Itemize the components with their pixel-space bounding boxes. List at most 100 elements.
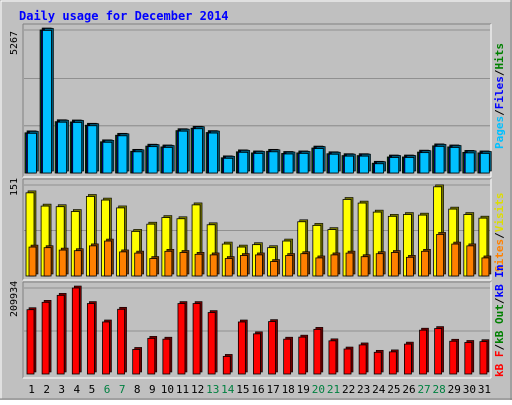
x-tick-label-day-6: 6: [104, 383, 111, 396]
x-axis-day-labels: 1 2 3 4 5 6 7 8 9 10 11 12 13 14 15 16 17 18 19 20 21 22 23 24 2…: [28, 383, 491, 396]
bar-kbytes-day-14-face: [222, 355, 231, 375]
bar-pages-day-24-face: [374, 163, 385, 174]
legend-visits-panel: Sites/Visits: [493, 193, 506, 273]
legend-separator: /: [493, 232, 506, 239]
bar-sites-day-11: [179, 250, 190, 277]
bar-sites-day-13-face: [209, 254, 218, 277]
bar-sites-day-21-face: [330, 254, 339, 277]
legend-hits-label: Hits: [493, 43, 506, 70]
bar-kbytes-day-28: [434, 326, 444, 375]
bar-sites-day-23-face: [360, 256, 369, 277]
bar-kbytes-day-14: [222, 354, 233, 375]
bar-kbytes-day-26: [404, 341, 414, 375]
bar-kbytes-day-10: [162, 336, 173, 375]
bar-kbytes-day-30-face: [464, 342, 473, 375]
bar-pages-day-10: [162, 145, 175, 174]
x-tick-label-day-31: 31: [478, 383, 491, 396]
bar-sites-day-27: [421, 248, 431, 277]
bar-kbytes-day-30: [464, 340, 475, 375]
bar-sites-day-20: [315, 255, 326, 277]
legend-separator: /: [493, 69, 506, 76]
bar-sites-day-26: [406, 255, 416, 277]
bar-kbytes-day-29-face: [449, 340, 458, 375]
bar-sites-day-15-face: [239, 255, 248, 277]
bar-kbytes-day-25-face: [388, 351, 397, 375]
bar-kbytes-day-11-face: [177, 303, 186, 375]
bar-kbytes-day-3-face: [56, 294, 65, 375]
bar-kbytes-day-22: [343, 346, 354, 375]
bar-pages-day-23-face: [359, 155, 369, 174]
bar-pages-day-16: [253, 151, 266, 174]
bar-pages-day-30-face: [464, 152, 475, 174]
bar-pages-day-4-face: [72, 122, 83, 174]
bar-kbytes-day-12: [192, 301, 203, 375]
bar-pages-day-17-face: [268, 151, 279, 174]
x-tick-label-day-25: 25: [387, 383, 400, 396]
bar-sites-day-28: [436, 232, 446, 277]
bar-kbytes-day-17-face: [268, 321, 276, 375]
bar-sites-day-16: [255, 252, 265, 277]
bar-kbytes-day-8: [132, 347, 142, 375]
bar-sites-day-4: [73, 248, 84, 277]
bar-pages-day-27: [419, 150, 432, 174]
bar-kbytes-day-10-face: [162, 338, 171, 375]
chart-title: Daily usage for December 2014: [19, 9, 229, 23]
bar-sites-day-29-face: [451, 243, 460, 277]
bar-pages-day-26: [404, 155, 417, 174]
bar-sites-day-3-face: [58, 249, 67, 277]
bar-kbytes-day-1: [26, 307, 37, 375]
bar-kbytes-day-16: [253, 331, 263, 375]
bar-kbytes-day-19-face: [298, 336, 307, 375]
bar-kbytes-day-19: [298, 334, 309, 375]
bar-kbytes-day-5: [86, 301, 97, 375]
bar-sites-day-2: [43, 245, 54, 277]
bar-pages-day-2-face: [42, 30, 52, 174]
legend-files-label: Files: [493, 76, 506, 109]
bar-kbytes-day-18: [283, 336, 293, 375]
bar-kbytes-day-2-face: [41, 301, 50, 375]
bar-sites-day-13: [209, 252, 220, 277]
bar-kbytes-day-21: [328, 338, 339, 375]
bar-sites-day-9: [149, 256, 160, 277]
x-tick-label-day-18: 18: [282, 383, 295, 396]
bar-kbytes-day-1-face: [26, 309, 35, 375]
x-tick-label-day-1: 1: [28, 383, 35, 396]
bar-sites-day-11-face: [179, 252, 188, 277]
bar-pages-day-14: [223, 156, 235, 174]
bar-sites-day-5-face: [88, 245, 97, 277]
bar-kbytes-day-23-face: [358, 344, 367, 375]
bar-sites-day-7-face: [119, 251, 127, 277]
bar-sites-day-9-face: [149, 258, 158, 277]
bar-sites-day-6-face: [104, 240, 112, 277]
x-tick-label-day-7: 7: [119, 383, 126, 396]
x-tick-label-day-21: 21: [327, 383, 340, 396]
bar-pages-day-12: [193, 126, 205, 174]
bar-pages-day-8-face: [132, 151, 143, 174]
bar-kbytes-day-22-face: [343, 348, 352, 375]
bar-kbytes-day-6-face: [102, 321, 110, 375]
bar-sites-day-20-face: [315, 257, 324, 277]
bar-sites-day-17: [270, 259, 280, 277]
bar-sites-day-26-face: [406, 256, 414, 277]
legend-hits-panel: Pages/Files/Hits: [493, 43, 506, 149]
bar-pages-day-13: [208, 130, 220, 174]
bar-pages-day-3-face: [57, 121, 67, 174]
bar-pages-day-11: [177, 128, 190, 174]
bar-pages-day-30: [464, 150, 477, 174]
bar-pages-day-24: [374, 161, 386, 174]
x-tick-label-day-9: 9: [149, 383, 156, 396]
bar-sites-day-18-face: [285, 255, 294, 277]
bar-pages-day-20: [313, 146, 326, 174]
bar-pages-day-29: [449, 145, 462, 174]
x-tick-label-day-28: 28: [433, 383, 446, 396]
legend-sites-label: Sites: [493, 239, 506, 272]
bar-pages-day-1-face: [26, 132, 37, 174]
bar-pages-day-28-face: [434, 145, 445, 174]
bar-pages-day-15: [238, 150, 251, 174]
bar-kbytes-day-3: [56, 293, 67, 375]
bar-kbytes-day-23: [358, 342, 369, 375]
bar-pages-day-27-face: [419, 152, 430, 174]
bar-kbytes-day-8-face: [132, 349, 141, 375]
bar-sites-day-19-face: [300, 253, 309, 277]
